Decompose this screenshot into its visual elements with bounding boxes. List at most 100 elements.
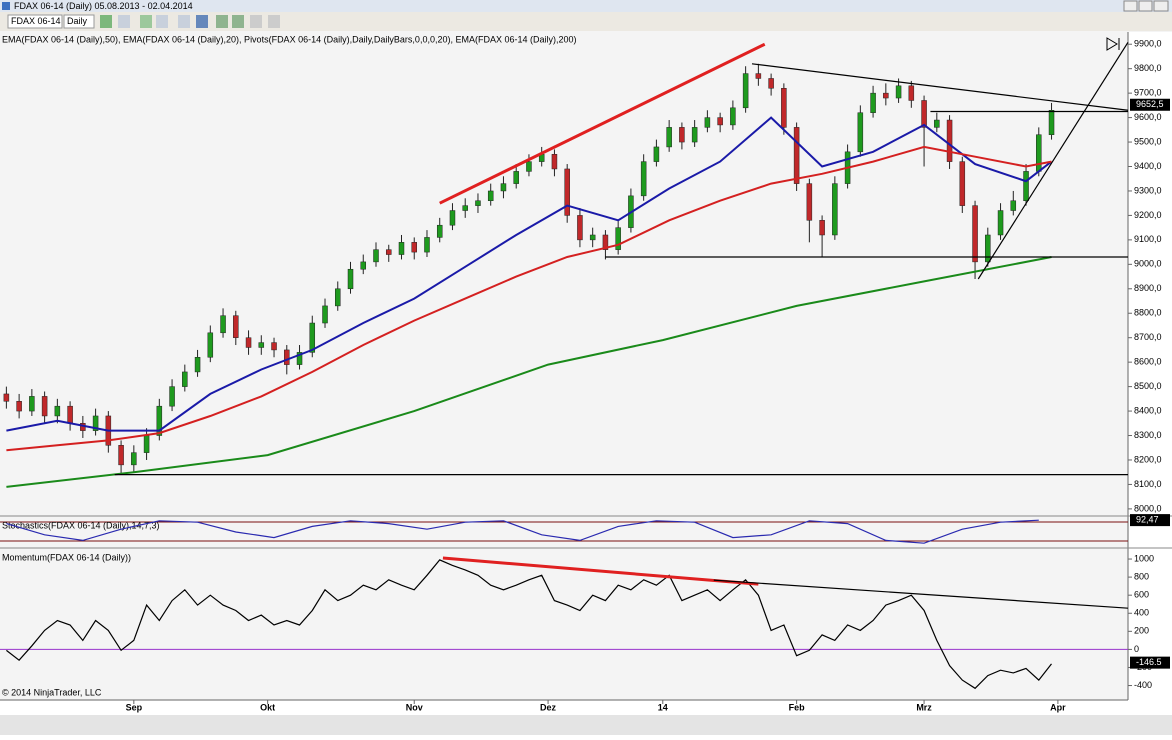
scroll-end-icon[interactable] bbox=[1106, 37, 1120, 51]
y-tick-label: 9500,0 bbox=[1134, 136, 1162, 146]
candle-body bbox=[194, 357, 201, 373]
candle-body bbox=[424, 237, 430, 253]
candle-body bbox=[946, 119, 953, 162]
candle-body bbox=[513, 171, 519, 184]
candle-body bbox=[959, 161, 966, 206]
candle-body bbox=[857, 112, 864, 153]
candle-body bbox=[169, 386, 175, 407]
y-tick-label: 8900,0 bbox=[1134, 283, 1162, 293]
candle-body bbox=[691, 127, 698, 143]
minimize-button[interactable] bbox=[1123, 0, 1138, 12]
toolbar-icon[interactable] bbox=[250, 15, 262, 28]
y-tick-label: 8400,0 bbox=[1134, 405, 1162, 415]
candle-body bbox=[475, 200, 481, 206]
toolbar-icon[interactable] bbox=[156, 15, 168, 28]
y-tick-label: 8700,0 bbox=[1134, 332, 1162, 342]
candle-body bbox=[131, 452, 137, 466]
candle-body bbox=[781, 87, 787, 128]
toolbar-icon[interactable] bbox=[100, 15, 112, 28]
status-area bbox=[0, 715, 1172, 735]
toolbar-icon[interactable] bbox=[196, 15, 208, 28]
x-tick-label: Okt bbox=[260, 702, 275, 712]
interval-dropdown[interactable] bbox=[63, 14, 95, 29]
maximize-button[interactable] bbox=[1138, 0, 1153, 12]
interval: Daily bbox=[67, 16, 88, 26]
x-tick-label: Mrz bbox=[916, 702, 932, 712]
series-line bbox=[6, 256, 1052, 488]
close-button[interactable] bbox=[1153, 0, 1169, 12]
y-tick-label: 8600,0 bbox=[1134, 357, 1162, 367]
trendline bbox=[439, 42, 766, 205]
candle-body bbox=[271, 342, 277, 351]
candle-body bbox=[284, 349, 290, 365]
candle-body bbox=[462, 205, 468, 211]
candle-body bbox=[449, 210, 456, 226]
candle-body bbox=[16, 401, 22, 412]
candle-body bbox=[1048, 110, 1055, 135]
instrument-dropdown[interactable] bbox=[7, 14, 63, 29]
trendline bbox=[977, 41, 1129, 280]
candle-body bbox=[742, 73, 749, 109]
candle-body bbox=[908, 85, 915, 101]
candle-body bbox=[883, 92, 889, 99]
x-tick-label: Apr bbox=[1050, 702, 1066, 712]
x-tick-label: 14 bbox=[658, 702, 668, 712]
candle-body bbox=[245, 337, 252, 348]
toolbar-icon[interactable] bbox=[268, 15, 280, 28]
last-value-box bbox=[1130, 98, 1170, 111]
candle-body bbox=[118, 445, 124, 466]
candle-body bbox=[398, 242, 405, 255]
candle-body bbox=[385, 249, 392, 255]
x-tick-label: Dez bbox=[540, 702, 557, 712]
y-tick-label: 800 bbox=[1134, 571, 1149, 581]
instrument: FDAX 06-14 bbox=[11, 16, 61, 26]
candle-body bbox=[895, 85, 902, 99]
candle-body bbox=[1023, 171, 1029, 201]
candle-body bbox=[54, 405, 61, 417]
candle-body bbox=[921, 100, 927, 128]
candle-body bbox=[551, 154, 558, 170]
series-line bbox=[6, 116, 1053, 432]
candle-body bbox=[526, 161, 532, 172]
candle-body bbox=[360, 261, 367, 270]
candle-body bbox=[207, 332, 214, 358]
toolbar-icon[interactable] bbox=[232, 15, 244, 28]
y-tick-label: 9900,0 bbox=[1134, 39, 1162, 49]
candle-body bbox=[832, 183, 838, 236]
candle-body bbox=[411, 242, 417, 253]
toolbar-icon[interactable] bbox=[216, 15, 228, 28]
y-tick-label: 8800,0 bbox=[1134, 308, 1162, 318]
candle-body bbox=[41, 396, 48, 417]
candle-body bbox=[972, 205, 978, 263]
trendline bbox=[442, 556, 759, 586]
x-tick-label: Feb bbox=[789, 702, 806, 712]
candle-body bbox=[92, 415, 99, 431]
toolbar-icon[interactable] bbox=[118, 15, 130, 28]
y-tick-label: 9800,0 bbox=[1134, 63, 1162, 73]
candle-body bbox=[309, 322, 316, 353]
toolbar-icon[interactable] bbox=[178, 15, 190, 28]
candle-body bbox=[793, 127, 800, 184]
y-tick-label: 200 bbox=[1134, 626, 1149, 636]
candle-body bbox=[487, 190, 494, 201]
last-value-box bbox=[1130, 656, 1170, 669]
toolbar bbox=[0, 12, 1172, 31]
last-value-label: 92,47 bbox=[1136, 514, 1159, 524]
series-line bbox=[6, 145, 1052, 452]
last-value-box bbox=[1130, 514, 1170, 527]
candle-body bbox=[258, 342, 265, 348]
y-tick-label: 9000,0 bbox=[1134, 259, 1162, 269]
series-line bbox=[6, 559, 1052, 690]
candle-body bbox=[373, 249, 379, 263]
toolbar-icon[interactable] bbox=[140, 15, 152, 28]
x-tick-label: Sep bbox=[126, 702, 143, 712]
candle-body bbox=[666, 127, 672, 148]
y-tick-label: 9700,0 bbox=[1134, 88, 1162, 98]
last-value-label: -146.5 bbox=[1136, 657, 1162, 667]
candle-body bbox=[997, 210, 1004, 236]
x-tick-label: Nov bbox=[406, 702, 423, 712]
candle-body bbox=[755, 73, 762, 79]
